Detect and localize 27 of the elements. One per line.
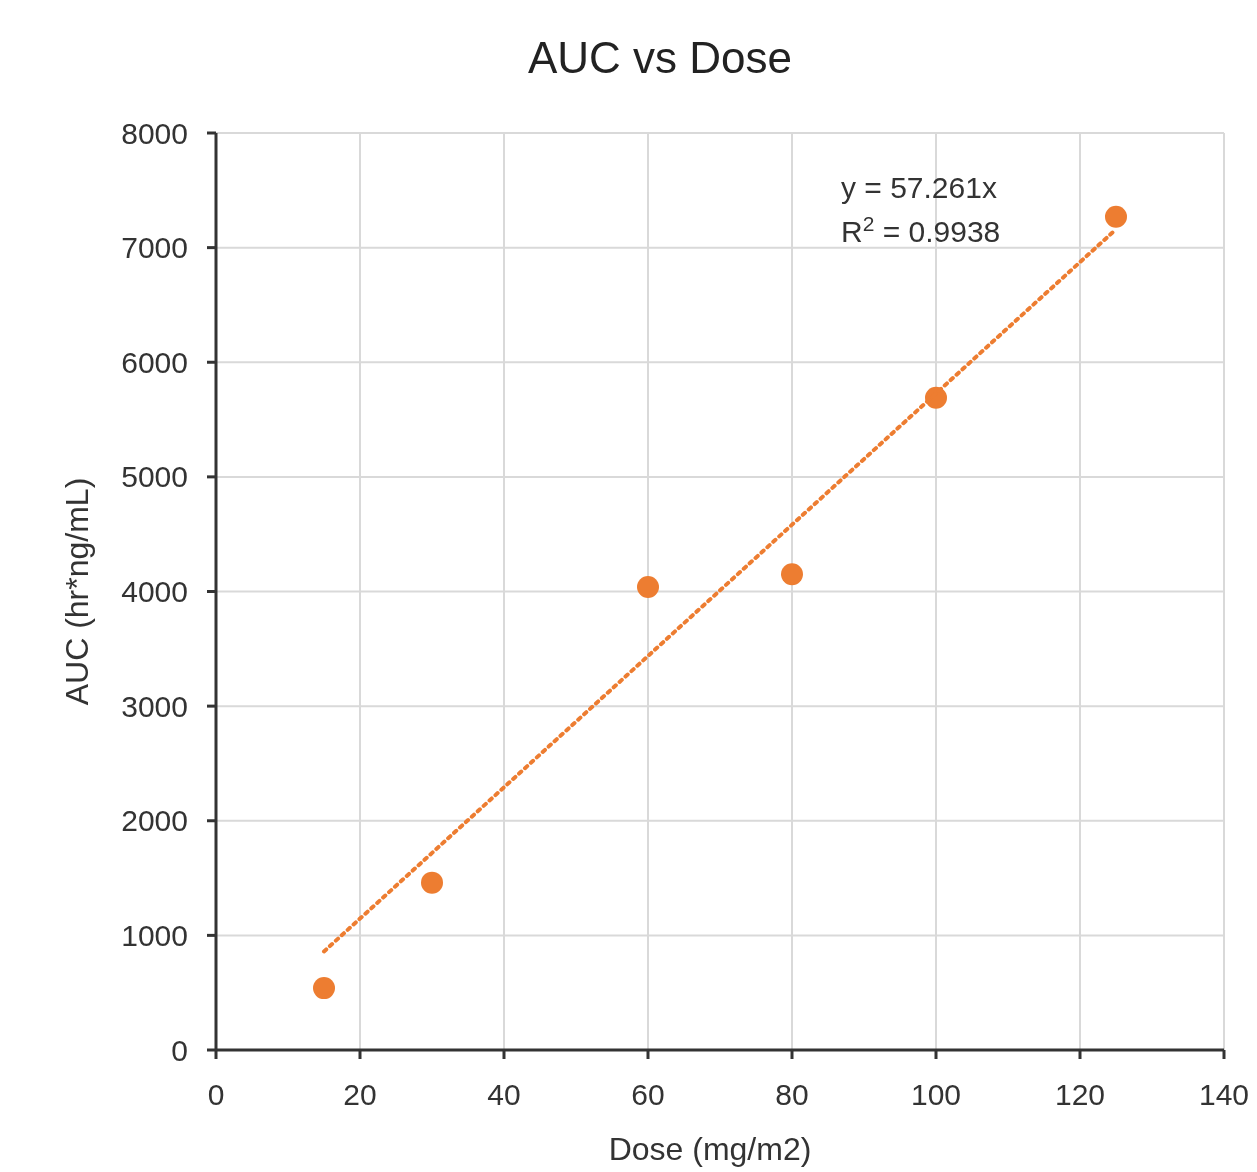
y-tick-label: 8000 bbox=[121, 116, 188, 150]
x-tick-label: 20 bbox=[343, 1078, 377, 1111]
annotation: R$^{2}$ = 0.9938 bbox=[840, 211, 1001, 248]
point bbox=[1105, 205, 1127, 228]
y-tick-label: 5000 bbox=[121, 460, 188, 494]
x-tick-label: 140 bbox=[1198, 1078, 1250, 1111]
point bbox=[313, 977, 335, 1000]
x-tick-label: 100 bbox=[910, 1078, 962, 1111]
point bbox=[781, 563, 803, 586]
chart-title: AUC vs Dose bbox=[527, 33, 793, 82]
y-tick-label: 7000 bbox=[121, 231, 188, 265]
x-tick-label: 40 bbox=[487, 1078, 521, 1111]
y-tick-label: 4000 bbox=[121, 575, 188, 608]
annotation: y = 57.261x bbox=[840, 171, 997, 204]
x-axis-title: Dose (mg/m2) bbox=[608, 1131, 812, 1167]
y-tick-label: 6000 bbox=[121, 345, 188, 379]
y-axis-title: AUC (hr*ng/mL) bbox=[59, 477, 95, 706]
x-tick-label: 0 bbox=[207, 1078, 225, 1111]
y-tick-label: 1000 bbox=[121, 918, 188, 952]
point bbox=[637, 575, 659, 598]
y-tick-label: 0 bbox=[171, 1033, 188, 1067]
y-tick-label: 3000 bbox=[121, 689, 188, 723]
x-tick-label: 120 bbox=[1054, 1078, 1106, 1111]
point bbox=[421, 871, 443, 894]
x-tick-label: 60 bbox=[631, 1078, 665, 1111]
x-tick-label: 80 bbox=[775, 1078, 809, 1111]
y-tick-label: 2000 bbox=[121, 804, 188, 838]
